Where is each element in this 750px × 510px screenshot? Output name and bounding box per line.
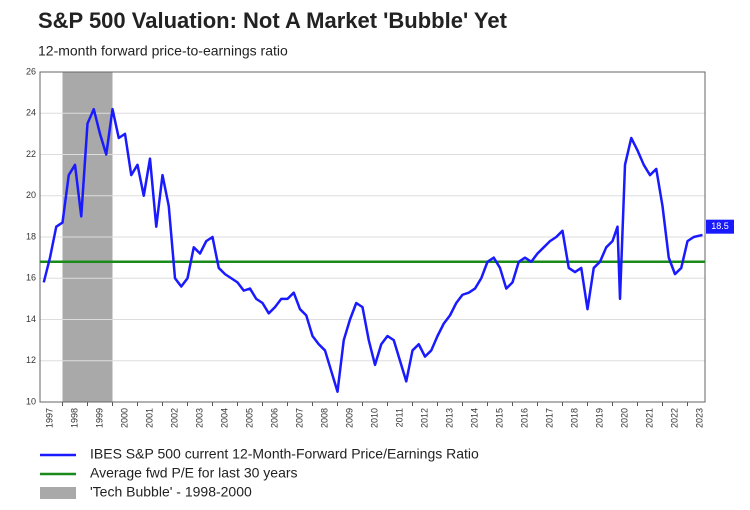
y-tick-label: 24 [26, 108, 36, 118]
y-tick-label: 16 [26, 273, 36, 283]
x-tick-label: 2016 [519, 408, 529, 428]
legend-label: Average fwd P/E for last 30 years [90, 465, 298, 481]
x-tick-label: 2017 [544, 408, 554, 428]
y-tick-label: 26 [26, 66, 36, 76]
x-tick-label: 2007 [294, 408, 304, 428]
x-tick-label: 2001 [144, 408, 154, 428]
x-tick-label: 2018 [569, 408, 579, 428]
x-tick-label: 1998 [69, 408, 79, 428]
y-tick-label: 12 [26, 355, 36, 365]
y-tick-label: 10 [26, 396, 36, 406]
legend-label: 'Tech Bubble' - 1998-2000 [90, 484, 252, 500]
x-tick-label: 2005 [244, 408, 254, 428]
x-tick-label: 2004 [219, 408, 229, 428]
end-label-box [706, 219, 734, 234]
x-tick-label: 2003 [194, 408, 204, 428]
x-tick-label: 2013 [444, 408, 454, 428]
x-tick-label: 2022 [669, 408, 679, 428]
chart-title: S&P 500 Valuation: Not A Market 'Bubble'… [38, 8, 508, 33]
x-tick-label: 2021 [644, 408, 654, 428]
x-tick-label: 2015 [494, 408, 504, 428]
x-tick-label: 2019 [594, 408, 604, 428]
series-line [42, 107, 703, 393]
y-tick-label: 18 [26, 231, 36, 241]
y-tick-label: 22 [26, 149, 36, 159]
plot-frame [39, 71, 706, 403]
x-tick-label: 2000 [119, 408, 129, 428]
y-tick-label: 20 [26, 190, 36, 200]
x-tick-label: 1999 [94, 408, 104, 428]
chart-subtitle: 12-month forward price-to-earnings ratio [38, 43, 288, 59]
x-tick-label: 2011 [394, 408, 404, 427]
legend-label: IBES S&P 500 current 12-Month-Forward Pr… [90, 446, 479, 462]
x-tick-label: 2023 [694, 408, 704, 428]
x-tick-label: 2008 [319, 408, 329, 428]
x-tick-label: 2014 [469, 408, 479, 428]
x-tick-label: 1997 [44, 408, 54, 428]
end-label: 18.5 [711, 221, 729, 231]
x-tick-label: 2009 [344, 408, 354, 428]
x-tick-label: 2010 [369, 408, 379, 428]
x-tick-label: 2006 [269, 408, 279, 428]
y-tick-label: 14 [26, 314, 36, 324]
x-tick-label: 2020 [619, 408, 629, 428]
legend-swatch [40, 487, 76, 499]
x-tick-label: 2012 [419, 408, 429, 428]
x-tick-label: 2002 [169, 408, 179, 428]
